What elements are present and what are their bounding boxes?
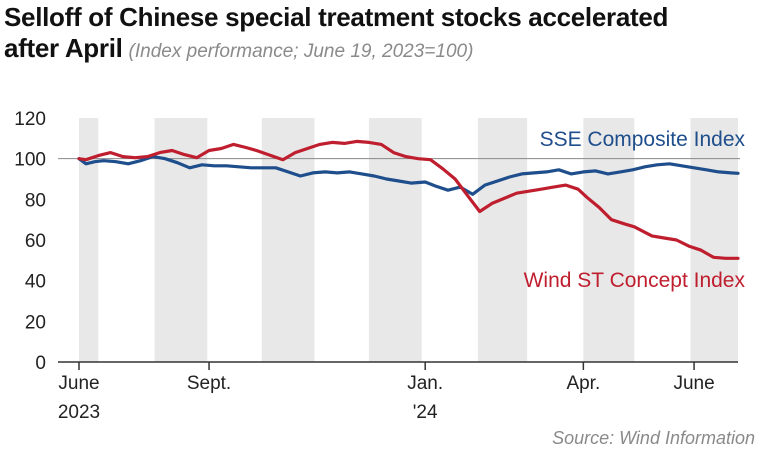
- x-tick-label-2: Jan.: [407, 373, 443, 394]
- series-lines: [77, 139, 740, 260]
- x-tick-label-0: June: [58, 373, 99, 394]
- series-labels: SSE Composite Index Wind ST Concept Inde…: [524, 128, 746, 292]
- y-tick-100: 100: [14, 150, 46, 171]
- shaded-band-6: [690, 118, 738, 362]
- x-tick-label-1: Sept.: [187, 373, 231, 394]
- x-tick-label-4: June: [673, 373, 714, 394]
- y-tick-60: 60: [25, 231, 46, 252]
- chart-title-line2: after April (Index performance; June 19, …: [4, 33, 473, 67]
- series-line-1: [77, 139, 740, 260]
- y-tick-20: 20: [25, 312, 46, 333]
- y-tick-80: 80: [25, 190, 46, 211]
- x-tick-year-2: '24: [413, 402, 438, 423]
- shaded-band-4: [477, 118, 528, 362]
- source-note: Source: Wind Information: [552, 428, 755, 448]
- month-shading: [79, 118, 738, 362]
- series-label-wind-st-concept: Wind ST Concept Index: [524, 269, 746, 292]
- y-tick-0: 0: [35, 353, 46, 374]
- chart-title-continuation: after April: [4, 33, 123, 63]
- shaded-band-0: [79, 118, 99, 362]
- x-tick-label-3: Apr.: [566, 373, 600, 394]
- series-line-0: [77, 155, 740, 196]
- x-axis: June 2023 Sept. Jan. '24 Apr. June: [58, 361, 738, 423]
- series-label-sse-composite: SSE Composite Index: [540, 128, 746, 151]
- x-tick-year-0: 2023: [58, 402, 100, 423]
- shaded-band-5: [583, 118, 635, 362]
- y-tick-120: 120: [14, 109, 46, 130]
- y-axis: 0 20 40 60 80 100 120: [14, 109, 46, 374]
- chart-title: Selloff of Chinese special treatment sto…: [4, 2, 669, 32]
- chart-subtitle: (Index performance; June 19, 2023=100): [128, 41, 474, 62]
- y-tick-40: 40: [25, 272, 46, 293]
